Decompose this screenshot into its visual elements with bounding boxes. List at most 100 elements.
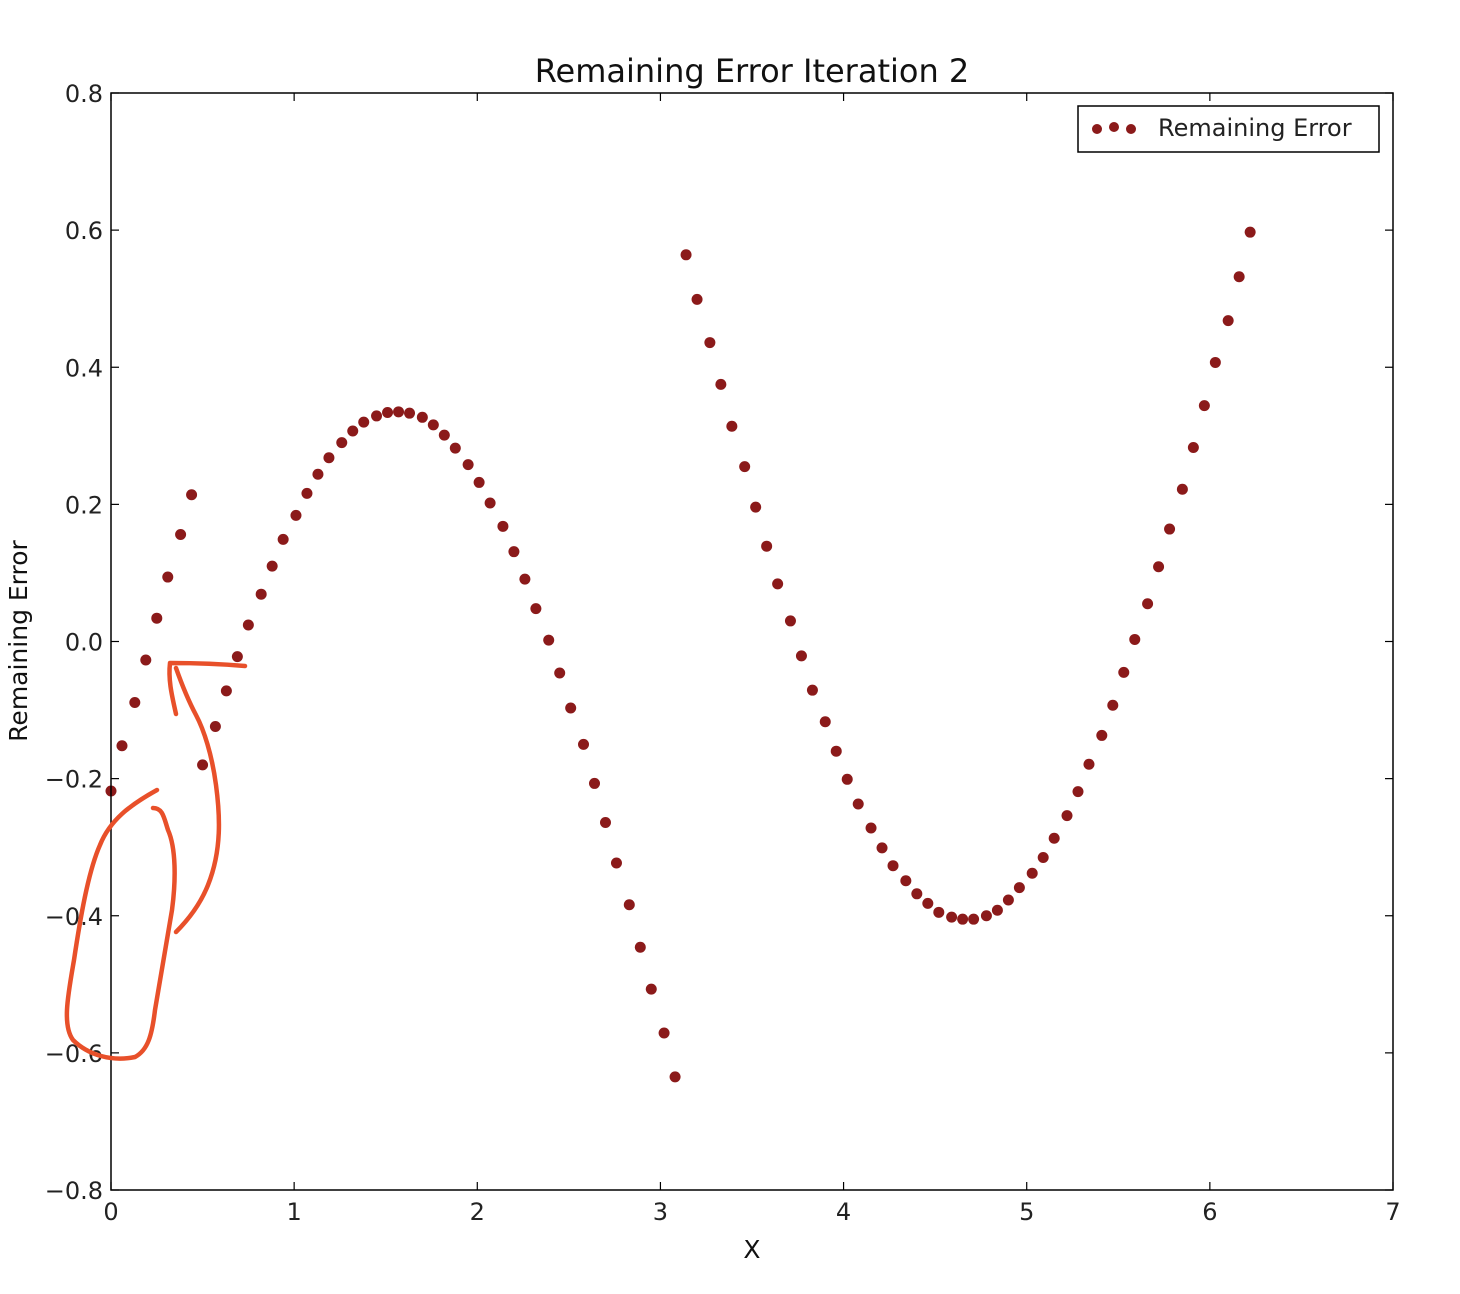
- data-point: [393, 406, 405, 418]
- data-point: [151, 612, 163, 624]
- data-point: [1129, 633, 1141, 645]
- data-point: [680, 249, 692, 261]
- data-point: [623, 899, 635, 911]
- data-point: [1048, 832, 1060, 844]
- data-point: [220, 685, 232, 697]
- plot-frame: [110, 92, 1394, 1191]
- data-point: [634, 941, 646, 953]
- data-point: [1096, 729, 1108, 741]
- data-point: [1013, 882, 1025, 894]
- data-point: [209, 721, 221, 733]
- data-point: [371, 410, 383, 422]
- data-point: [312, 468, 324, 480]
- y-axis-ticks: 0.80.60.40.20.0−0.2−0.4−0.6−0.8: [45, 80, 1393, 1205]
- data-point: [852, 798, 864, 810]
- data-point: [900, 875, 912, 887]
- x-tick-label: 4: [836, 1198, 851, 1226]
- data-point: [739, 461, 751, 473]
- y-tick-label: 0.8: [65, 80, 103, 108]
- y-tick-label: 0.2: [65, 491, 103, 519]
- data-point: [784, 615, 796, 627]
- data-point: [588, 777, 600, 789]
- data-point: [599, 817, 611, 829]
- data-point: [691, 293, 703, 305]
- data-point: [565, 702, 577, 714]
- data-point: [277, 533, 289, 545]
- data-point: [543, 634, 555, 646]
- x-axis-ticks: 0 1 2 3 4 5 6 7: [103, 93, 1401, 1226]
- data-point: [715, 378, 727, 390]
- data-point: [726, 420, 738, 432]
- data-point: [933, 906, 945, 918]
- data-point: [750, 501, 762, 513]
- data-point: [669, 1071, 681, 1083]
- data-point: [382, 407, 394, 419]
- data-point: [1142, 598, 1154, 610]
- data-point: [1037, 851, 1049, 863]
- data-point: [957, 913, 969, 925]
- data-point: [841, 773, 853, 785]
- x-tick-label: 6: [1202, 1198, 1217, 1226]
- legend: Remaining Error: [1077, 105, 1380, 153]
- data-point: [1176, 483, 1188, 495]
- data-point: [231, 651, 243, 663]
- data-point: [1107, 699, 1119, 711]
- y-tick-label: 0.6: [65, 217, 103, 245]
- data-point: [116, 740, 128, 752]
- data-point: [255, 588, 267, 600]
- data-point: [865, 822, 877, 834]
- y-tick-label: −0.4: [45, 903, 103, 931]
- legend-marker: [1092, 124, 1102, 134]
- data-point: [186, 489, 198, 501]
- data-point: [876, 842, 888, 854]
- data-point: [358, 416, 370, 428]
- x-tick-label: 1: [287, 1198, 302, 1226]
- data-point: [129, 697, 141, 709]
- data-point: [554, 667, 566, 679]
- y-axis-label: Remaining Error: [4, 539, 33, 741]
- annotation-arrowhead: [167, 660, 248, 717]
- legend-marker: [1126, 124, 1136, 134]
- data-point: [508, 546, 520, 558]
- data-point: [830, 745, 842, 757]
- data-point: [1118, 666, 1130, 678]
- data-point: [497, 520, 509, 532]
- data-point: [404, 407, 416, 419]
- data-point: [980, 910, 992, 922]
- data-point: [1072, 786, 1084, 798]
- data-point: [484, 497, 496, 509]
- data-point: [462, 459, 474, 471]
- data-point: [658, 1027, 670, 1039]
- data-point: [1061, 810, 1073, 822]
- x-tick-label: 3: [653, 1198, 668, 1226]
- data-point: [795, 650, 807, 662]
- data-point: [301, 487, 313, 499]
- data-point: [946, 911, 958, 923]
- data-point: [968, 913, 980, 925]
- data-point: [761, 540, 773, 552]
- data-point: [473, 476, 485, 488]
- data-point: [323, 452, 335, 464]
- annotation-arrow-shaft: [173, 665, 222, 935]
- data-point: [530, 603, 542, 615]
- x-tick-label: 7: [1385, 1198, 1400, 1226]
- y-tick-label: 0.4: [65, 354, 103, 382]
- data-point: [991, 904, 1003, 916]
- data-point: [1233, 271, 1245, 283]
- data-point: [336, 437, 348, 449]
- data-point: [175, 529, 187, 541]
- x-tick-label: 0: [103, 1198, 118, 1226]
- data-point: [610, 857, 622, 869]
- y-tick-label: 0.0: [65, 629, 103, 657]
- data-point: [578, 738, 590, 750]
- data-point: [1083, 758, 1095, 770]
- data-point: [819, 716, 831, 728]
- data-point: [140, 654, 152, 666]
- data-point: [347, 425, 359, 437]
- x-tick-label: 5: [1019, 1198, 1034, 1226]
- data-point: [1153, 561, 1165, 573]
- y-tick-label: −0.8: [45, 1177, 103, 1205]
- data-point: [416, 411, 428, 423]
- data-point: [1198, 400, 1210, 412]
